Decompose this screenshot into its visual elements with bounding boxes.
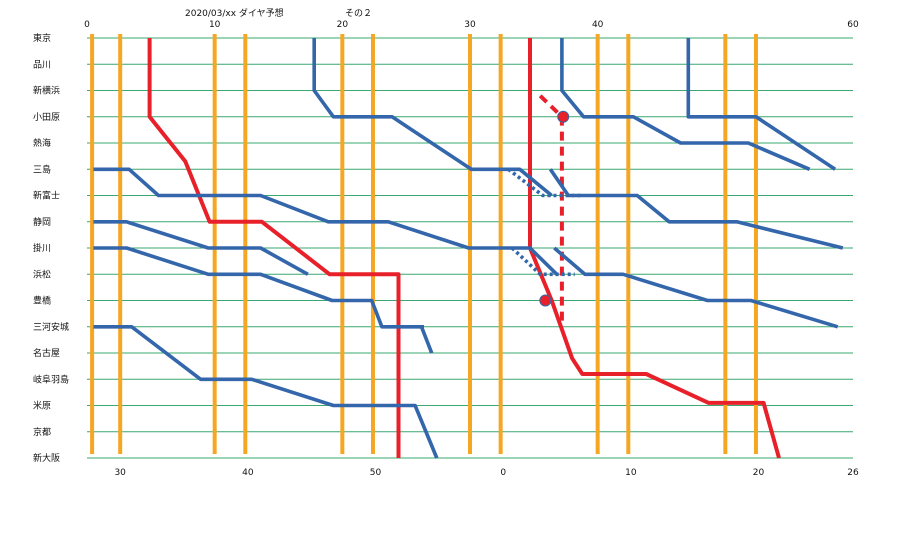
station-label: 掛川 [33,242,51,254]
train-line-blue [553,246,839,329]
time-markers [90,34,758,454]
bottom-axis-ticks: 30 40 50 0 10 20 26 [114,468,859,478]
bottom-tick-label: 0 [500,468,506,478]
station-label: 京都 [33,426,51,438]
station-label: 浜松 [33,268,51,280]
bottom-tick-label: 10 [625,468,637,478]
train-line-red [538,94,564,327]
stop-dot [539,294,552,307]
train-line-blue [560,38,811,171]
train-line-red [528,38,781,459]
train-line-blue [419,326,434,354]
chart-title: 2020/03/xx ダイヤ予想 [185,7,284,19]
station-label: 小田原 [33,112,60,123]
bottom-tick-label: 30 [114,468,126,478]
chart-subtitle: その２ [345,8,372,19]
station-label: 新富士 [33,190,60,202]
station-label: 東京 [33,32,51,44]
train-line-blue [686,38,837,171]
station-label: 静岡 [33,216,51,228]
stop-dot [557,110,570,123]
train-line-blue [93,246,424,329]
top-tick-label: 60 [847,20,859,30]
top-tick-label: 0 [84,20,90,30]
bottom-tick-label: 40 [242,468,254,478]
top-axis-ticks: 0 10 20 30 40 60 [84,20,859,30]
top-tick-label: 20 [337,20,349,30]
train-line-blue [510,246,575,277]
station-label: 豊橋 [33,295,51,307]
train-line-blue [548,168,844,250]
station-label: 岐阜羽島 [33,373,69,385]
bottom-tick-label: 20 [753,468,765,478]
train-line-blue [507,167,583,198]
station-label: 三河安城 [33,321,69,333]
bottom-tick-label: 26 [847,468,859,478]
train-line-red [147,38,401,458]
train-line-blue [93,324,439,459]
train-line-blue [93,167,559,276]
station-label: 三島 [33,163,51,175]
station-label: 新大阪 [33,452,60,464]
station-label: 新横浜 [33,85,60,97]
top-tick-label: 10 [209,20,221,30]
stop-dots [539,110,570,307]
station-label: 熱海 [33,137,51,149]
bottom-tick-label: 50 [370,468,382,478]
station-label: 名古屋 [33,347,60,359]
top-tick-label: 30 [464,20,476,30]
station-label: 品川 [33,59,51,70]
station-labels: 東京品川新横浜小田原熱海三島新富士静岡掛川浜松豊橋三河安城名古屋岐阜羽島米原京都… [33,32,69,464]
train-line-blue [312,38,553,197]
train-line-blue [93,220,309,276]
top-tick-label: 40 [592,20,604,30]
station-label: 米原 [33,400,51,412]
